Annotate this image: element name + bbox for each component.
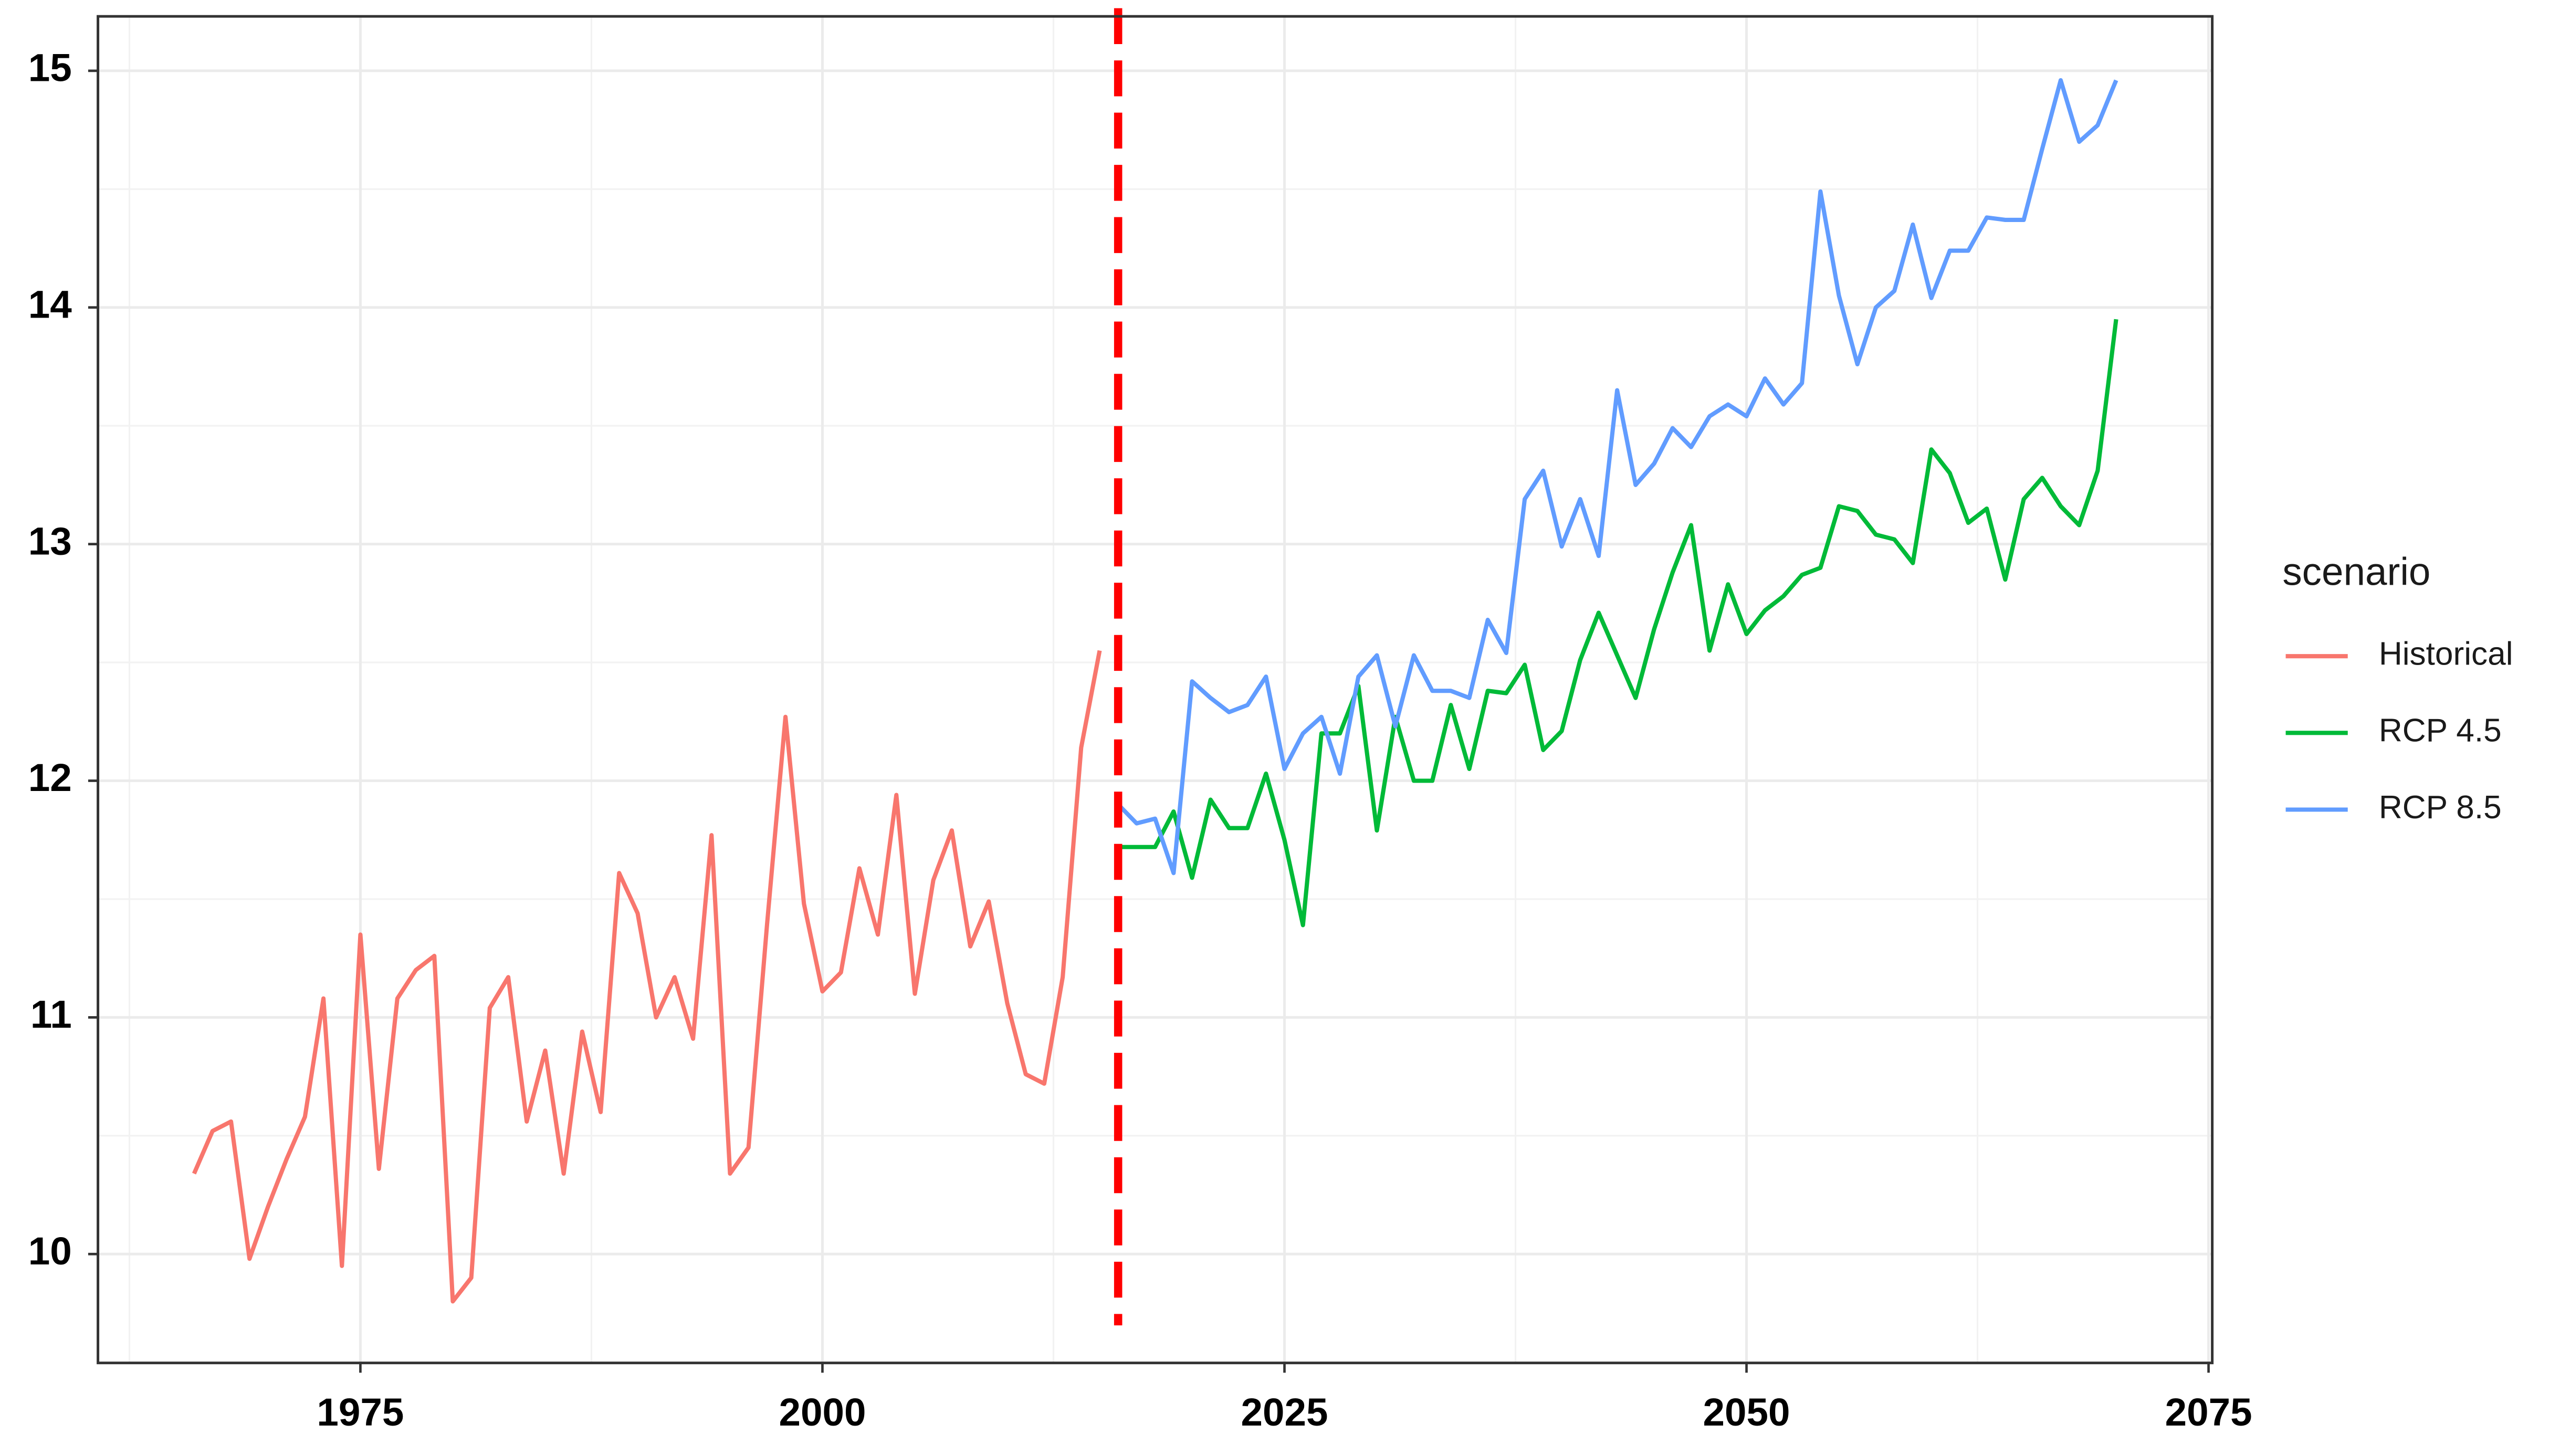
x-tick-label: 2025 [1241, 1390, 1328, 1434]
series-line [1116, 78, 2118, 875]
y-tick-label: 11 [30, 992, 72, 1036]
y-tick-label: 12 [28, 755, 72, 799]
y-tick-label: 15 [28, 46, 72, 90]
x-tick-label: 1975 [317, 1390, 404, 1434]
x-tick-label: 2050 [1703, 1390, 1790, 1434]
x-tick-label: 2075 [2165, 1390, 2252, 1434]
legend-title: scenario [2282, 549, 2430, 593]
plot-border [97, 15, 2214, 1365]
y-tick-label: 14 [28, 282, 72, 326]
legend-label: RCP 4.5 [2379, 713, 2502, 749]
legend-label: Historical [2379, 636, 2513, 672]
legend-label: RCP 8.5 [2379, 789, 2502, 826]
x-tick-label: 2000 [779, 1390, 866, 1434]
y-tick-label: 10 [28, 1229, 72, 1273]
series-line [1118, 319, 2118, 927]
series-line [192, 650, 1102, 1304]
y-tick-label: 13 [28, 519, 72, 563]
